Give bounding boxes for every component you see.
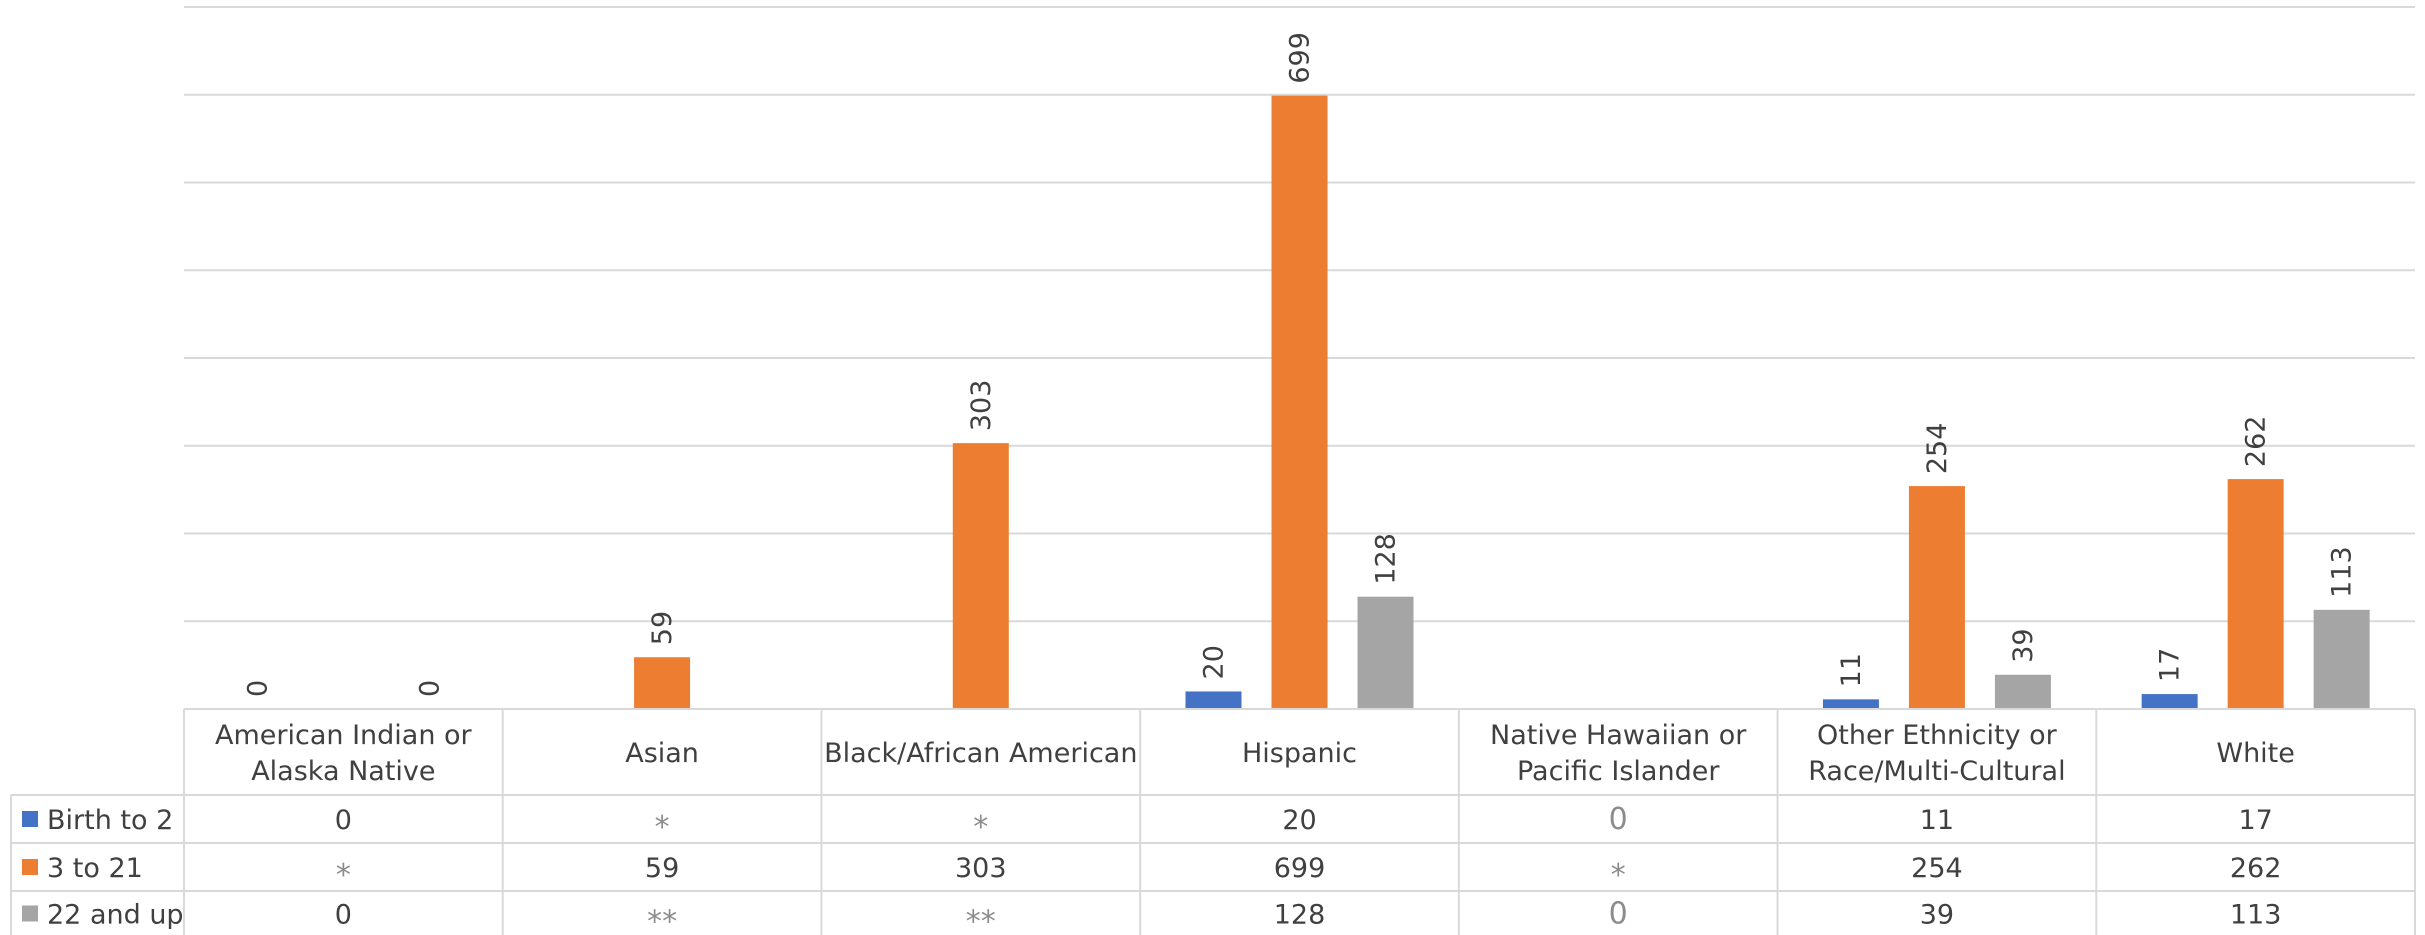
bar (2313, 609, 2370, 709)
table-cell: 0 (335, 805, 352, 836)
bar (634, 657, 691, 709)
category-label: American Indian or Alaska Native (215, 720, 473, 787)
table-cell: ** (966, 905, 996, 935)
bars (634, 95, 2370, 709)
table-cell: 262 (2230, 853, 2282, 884)
bar (1994, 674, 2051, 709)
bar (2141, 694, 2198, 709)
category-label: Other Ethnicity or Race/Multi-Cultural (1808, 720, 2065, 787)
table-cell: * (1611, 858, 1626, 893)
table-cell: ** (647, 905, 677, 935)
legend-label: 22 and up (47, 900, 184, 931)
data-label: 303 (966, 380, 997, 432)
table-cell: 11 (1920, 805, 1954, 836)
bar (2227, 479, 2284, 709)
category-label: White (2216, 738, 2295, 769)
table-cell: * (655, 810, 670, 845)
data-label: 20 (1199, 645, 1230, 679)
table-cell: 303 (955, 853, 1007, 884)
data-label: 17 (2155, 648, 2186, 682)
category-label: Native Hawaiian or Pacific Islander (1490, 720, 1747, 787)
data-label: 254 (1922, 423, 1953, 475)
bar (1908, 486, 1965, 709)
data-label: 0 (414, 680, 445, 697)
data-labels: 0 20 11 17 59 303 699 254 262 0 128 39 113 (242, 32, 2357, 697)
data-label: 113 (2327, 546, 2358, 598)
table-cell: 0 (1609, 802, 1628, 837)
data-label: 699 (1285, 32, 1316, 84)
category-label: Asian (625, 738, 699, 769)
table-cell: * (336, 858, 351, 893)
data-label: 0 (242, 680, 273, 697)
legend-label: 3 to 21 (47, 853, 143, 884)
table-cell: 20 (1282, 805, 1316, 836)
bar (952, 443, 1009, 709)
table-cell: 0 (1609, 897, 1628, 932)
bar (1271, 95, 1328, 709)
bar (1357, 596, 1414, 709)
table-cell: 254 (1911, 853, 1963, 884)
table-cell: 113 (2230, 900, 2282, 931)
legend-key (22, 811, 38, 827)
table-cell: * (973, 810, 988, 845)
table-cell: 699 (1274, 853, 1326, 884)
legend-key (22, 905, 38, 922)
table-cell: 0 (335, 900, 352, 931)
data-label: 59 (647, 611, 678, 645)
data-label: 128 (1371, 533, 1402, 585)
table-cell: 128 (1274, 900, 1326, 931)
data-label: 39 (2008, 628, 2039, 662)
table-cell: 39 (1920, 900, 1954, 931)
category-label: Black/African American (824, 738, 1137, 769)
bar (1822, 699, 1879, 709)
legend-key (22, 859, 38, 875)
category-label: Hispanic (1242, 738, 1357, 769)
table-cell: 17 (2238, 805, 2272, 836)
data-table: American Indian or Alaska Native Asian Blac… (10, 708, 2416, 935)
data-label: 262 (2241, 416, 2272, 468)
bar (1185, 691, 1242, 709)
data-label: 11 (1836, 653, 1867, 687)
table-cell: 59 (645, 853, 679, 884)
legend-label: Birth to 2 (47, 805, 173, 836)
